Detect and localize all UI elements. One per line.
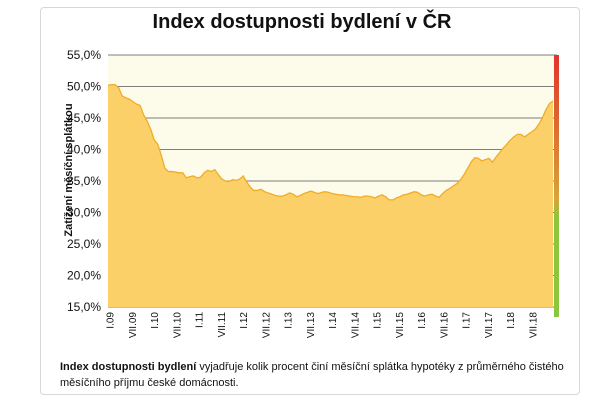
x-tick-label: VII.17 [484, 312, 495, 339]
y-tick-label: 40,0% [67, 143, 101, 157]
x-tick-labels: I.09 VII.09 I.10 VII.10 I.11 VII.11 I.12 VII.12… [106, 312, 540, 339]
x-tick-label: I.13 [284, 312, 295, 329]
y-tick-label: 55,0% [67, 48, 101, 62]
x-tick-label: I.10 [150, 312, 161, 329]
x-tick-label: I.14 [328, 312, 339, 329]
x-tick-label: I.16 [417, 312, 428, 329]
y-tick-label: 20,0% [67, 269, 101, 283]
x-tick-label: I.12 [239, 312, 250, 329]
x-tick-label: VII.14 [350, 312, 361, 339]
x-tick-label: I.09 [106, 312, 117, 329]
x-tick-label: VII.10 [172, 312, 183, 339]
x-tick-label: I.11 [195, 312, 206, 328]
x-tick-label: VII.15 [395, 312, 406, 339]
x-tick-label: VII.12 [261, 312, 272, 339]
indicator-bar [554, 55, 559, 317]
caption-bold: Index dostupnosti bydlení [60, 361, 197, 373]
chart-title: Index dostupnosti bydlení v ČR [152, 11, 452, 33]
y-tick-labels: 15,0% 20,0% 25,0% 30,0% 35,0% 40,0% 45,0% 50,0%… [67, 48, 101, 314]
x-tick-label: VII.18 [528, 312, 539, 339]
y-tick-label: 15,0% [67, 300, 101, 314]
x-tick-label: I.18 [506, 312, 517, 329]
x-tick-label: VII.13 [306, 312, 317, 339]
series-line [107, 83, 554, 201]
y-tick-label: 45,0% [67, 111, 101, 125]
series-area [108, 84, 553, 307]
caption-rest: vyjadřuje kolik procent činí měsíční spl… [60, 361, 564, 389]
chart-caption: Index dostupnosti bydlení vyjadřuje koli… [60, 359, 570, 391]
x-tick-label: VII.11 [217, 312, 228, 338]
x-tick-label: I.15 [373, 312, 384, 329]
x-tick-label: VII.16 [439, 312, 450, 339]
y-tick-label: 50,0% [67, 80, 101, 94]
y-tick-label: 30,0% [67, 206, 101, 220]
y-tick-label: 35,0% [67, 174, 101, 188]
x-tick-label: VII.09 [128, 312, 139, 339]
y-tick-label: 25,0% [67, 237, 101, 251]
x-tick-label: I.17 [462, 312, 473, 329]
